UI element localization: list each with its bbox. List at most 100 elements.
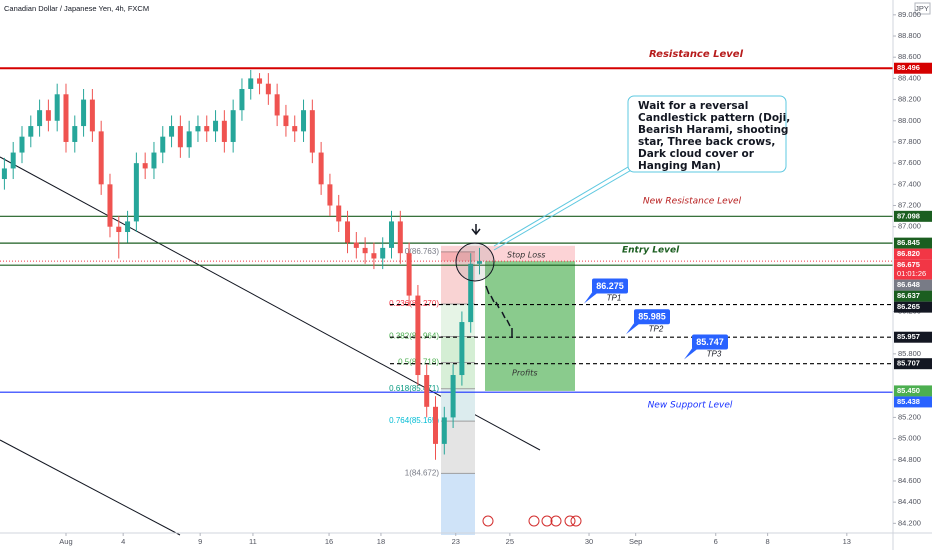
fib-label: 1(84.672)	[405, 468, 440, 477]
profit-zone	[485, 261, 575, 391]
candle-body	[292, 126, 298, 132]
target-value: 86.275	[596, 281, 624, 291]
callout-box	[627, 95, 787, 173]
price-badge-label: 85.450	[897, 386, 920, 395]
y-tick-label: 85.200	[898, 412, 921, 421]
candle-body	[248, 78, 254, 89]
y-tick-label: 89.000	[898, 10, 921, 19]
candle-body	[213, 120, 219, 132]
candle-body	[239, 88, 245, 111]
target-box	[592, 278, 628, 294]
callout-line: Candlestick pattern (Doji,	[638, 112, 790, 124]
fib-label: 0.382(85.964)	[389, 332, 439, 341]
callout-pointer	[493, 159, 641, 247]
fib-band	[441, 473, 475, 535]
marks-layer	[1, 69, 482, 460]
target-pointer	[684, 348, 698, 360]
price-badge-label: 86.675	[897, 260, 920, 269]
fib-band	[441, 362, 475, 389]
y-tick-label: 87.400	[898, 179, 921, 188]
candle-body	[274, 94, 280, 116]
fib-label: 0.236(86.270)	[389, 299, 439, 308]
price-badge	[894, 358, 932, 370]
x-tick-label: 13	[843, 537, 851, 546]
trend-line	[0, 439, 181, 536]
candle-body	[441, 417, 447, 444]
event-icons	[482, 515, 582, 527]
candle-body	[345, 221, 351, 243]
callout-line: Wait for a reversal	[638, 100, 748, 112]
candle-body	[37, 110, 43, 127]
currency-box	[914, 2, 931, 15]
x-tick-label: 30	[585, 537, 593, 546]
x-tick-label: 9	[198, 537, 202, 546]
price-badge	[894, 396, 932, 408]
currency: JPY	[915, 4, 929, 13]
candle-body	[397, 221, 403, 254]
candle-body	[265, 83, 271, 95]
candle-body	[169, 126, 175, 137]
candle-body	[476, 261, 482, 264]
candle-body	[195, 126, 201, 132]
y-tick-label: 87.600	[898, 158, 921, 167]
candle-body	[81, 99, 87, 127]
candle-body	[415, 295, 421, 376]
x-tick-label: 16	[325, 537, 333, 546]
drawing-layer: 0(86.763)0.236(86.270)0.382(85.964)0.5(8…	[0, 67, 893, 536]
candle-body	[151, 152, 157, 169]
candle-body	[186, 131, 192, 148]
event-icon	[570, 515, 582, 527]
x-tick-label: 25	[506, 537, 514, 546]
x-tick-label: 6	[714, 537, 718, 546]
y-tick-label: 84.400	[898, 497, 921, 506]
candle-body	[336, 205, 342, 222]
price-badge	[894, 290, 932, 302]
y-tick-label: 84.200	[898, 518, 921, 527]
callout-line: star, Three back crows,	[638, 136, 775, 148]
event-icon	[482, 515, 494, 527]
candle-body	[257, 78, 263, 84]
candle-body	[133, 163, 139, 222]
fib-band	[441, 336, 475, 363]
projection	[485, 285, 513, 338]
profits-label: Profits	[512, 369, 537, 378]
candle-body	[380, 247, 386, 259]
event-icon	[541, 515, 553, 527]
y-tick-label: 87.200	[898, 201, 921, 210]
y-tick-label: 84.800	[898, 455, 921, 464]
candle-body	[142, 163, 148, 169]
candle-body	[406, 253, 412, 296]
candle-body	[283, 115, 289, 127]
x-tick-label: 11	[249, 537, 257, 546]
callout-line: Hanging Man)	[638, 160, 721, 172]
fib-band	[441, 388, 475, 422]
price-badge-label: 86.265	[897, 302, 920, 311]
candle-body	[371, 253, 377, 259]
stop-loss-label: Stop Loss	[507, 251, 545, 260]
target-value: 85.747	[696, 337, 724, 347]
candle-body	[19, 136, 25, 153]
candle-body	[424, 375, 430, 407]
callout-line: Dark cloud cover or	[638, 148, 755, 160]
overlay-layer: Resistance Level New Resistance Level En…	[4, 4, 790, 527]
y-tick-label: 88.400	[898, 73, 921, 82]
candle-body	[116, 226, 122, 233]
price-badge-label: 86.637	[897, 291, 920, 300]
price-badge	[894, 237, 932, 249]
candle-body	[459, 322, 465, 376]
x-tick-label: Sep	[629, 537, 642, 546]
price-badge	[894, 210, 932, 222]
price-badge-label: 86.820	[897, 249, 920, 258]
candle-body	[89, 99, 95, 132]
candle-body	[301, 110, 307, 132]
candle-body	[433, 406, 439, 444]
price-badge-label: 88.496	[897, 63, 920, 72]
price-badge	[894, 331, 932, 343]
event-icon	[528, 515, 540, 527]
fib-label: 0.764(85.165)	[389, 416, 439, 425]
candle-body	[230, 110, 236, 142]
highlight-circle	[455, 242, 495, 282]
price-badge	[894, 62, 932, 74]
entry-label: Entry Level	[622, 246, 680, 256]
candle-body	[353, 242, 359, 248]
